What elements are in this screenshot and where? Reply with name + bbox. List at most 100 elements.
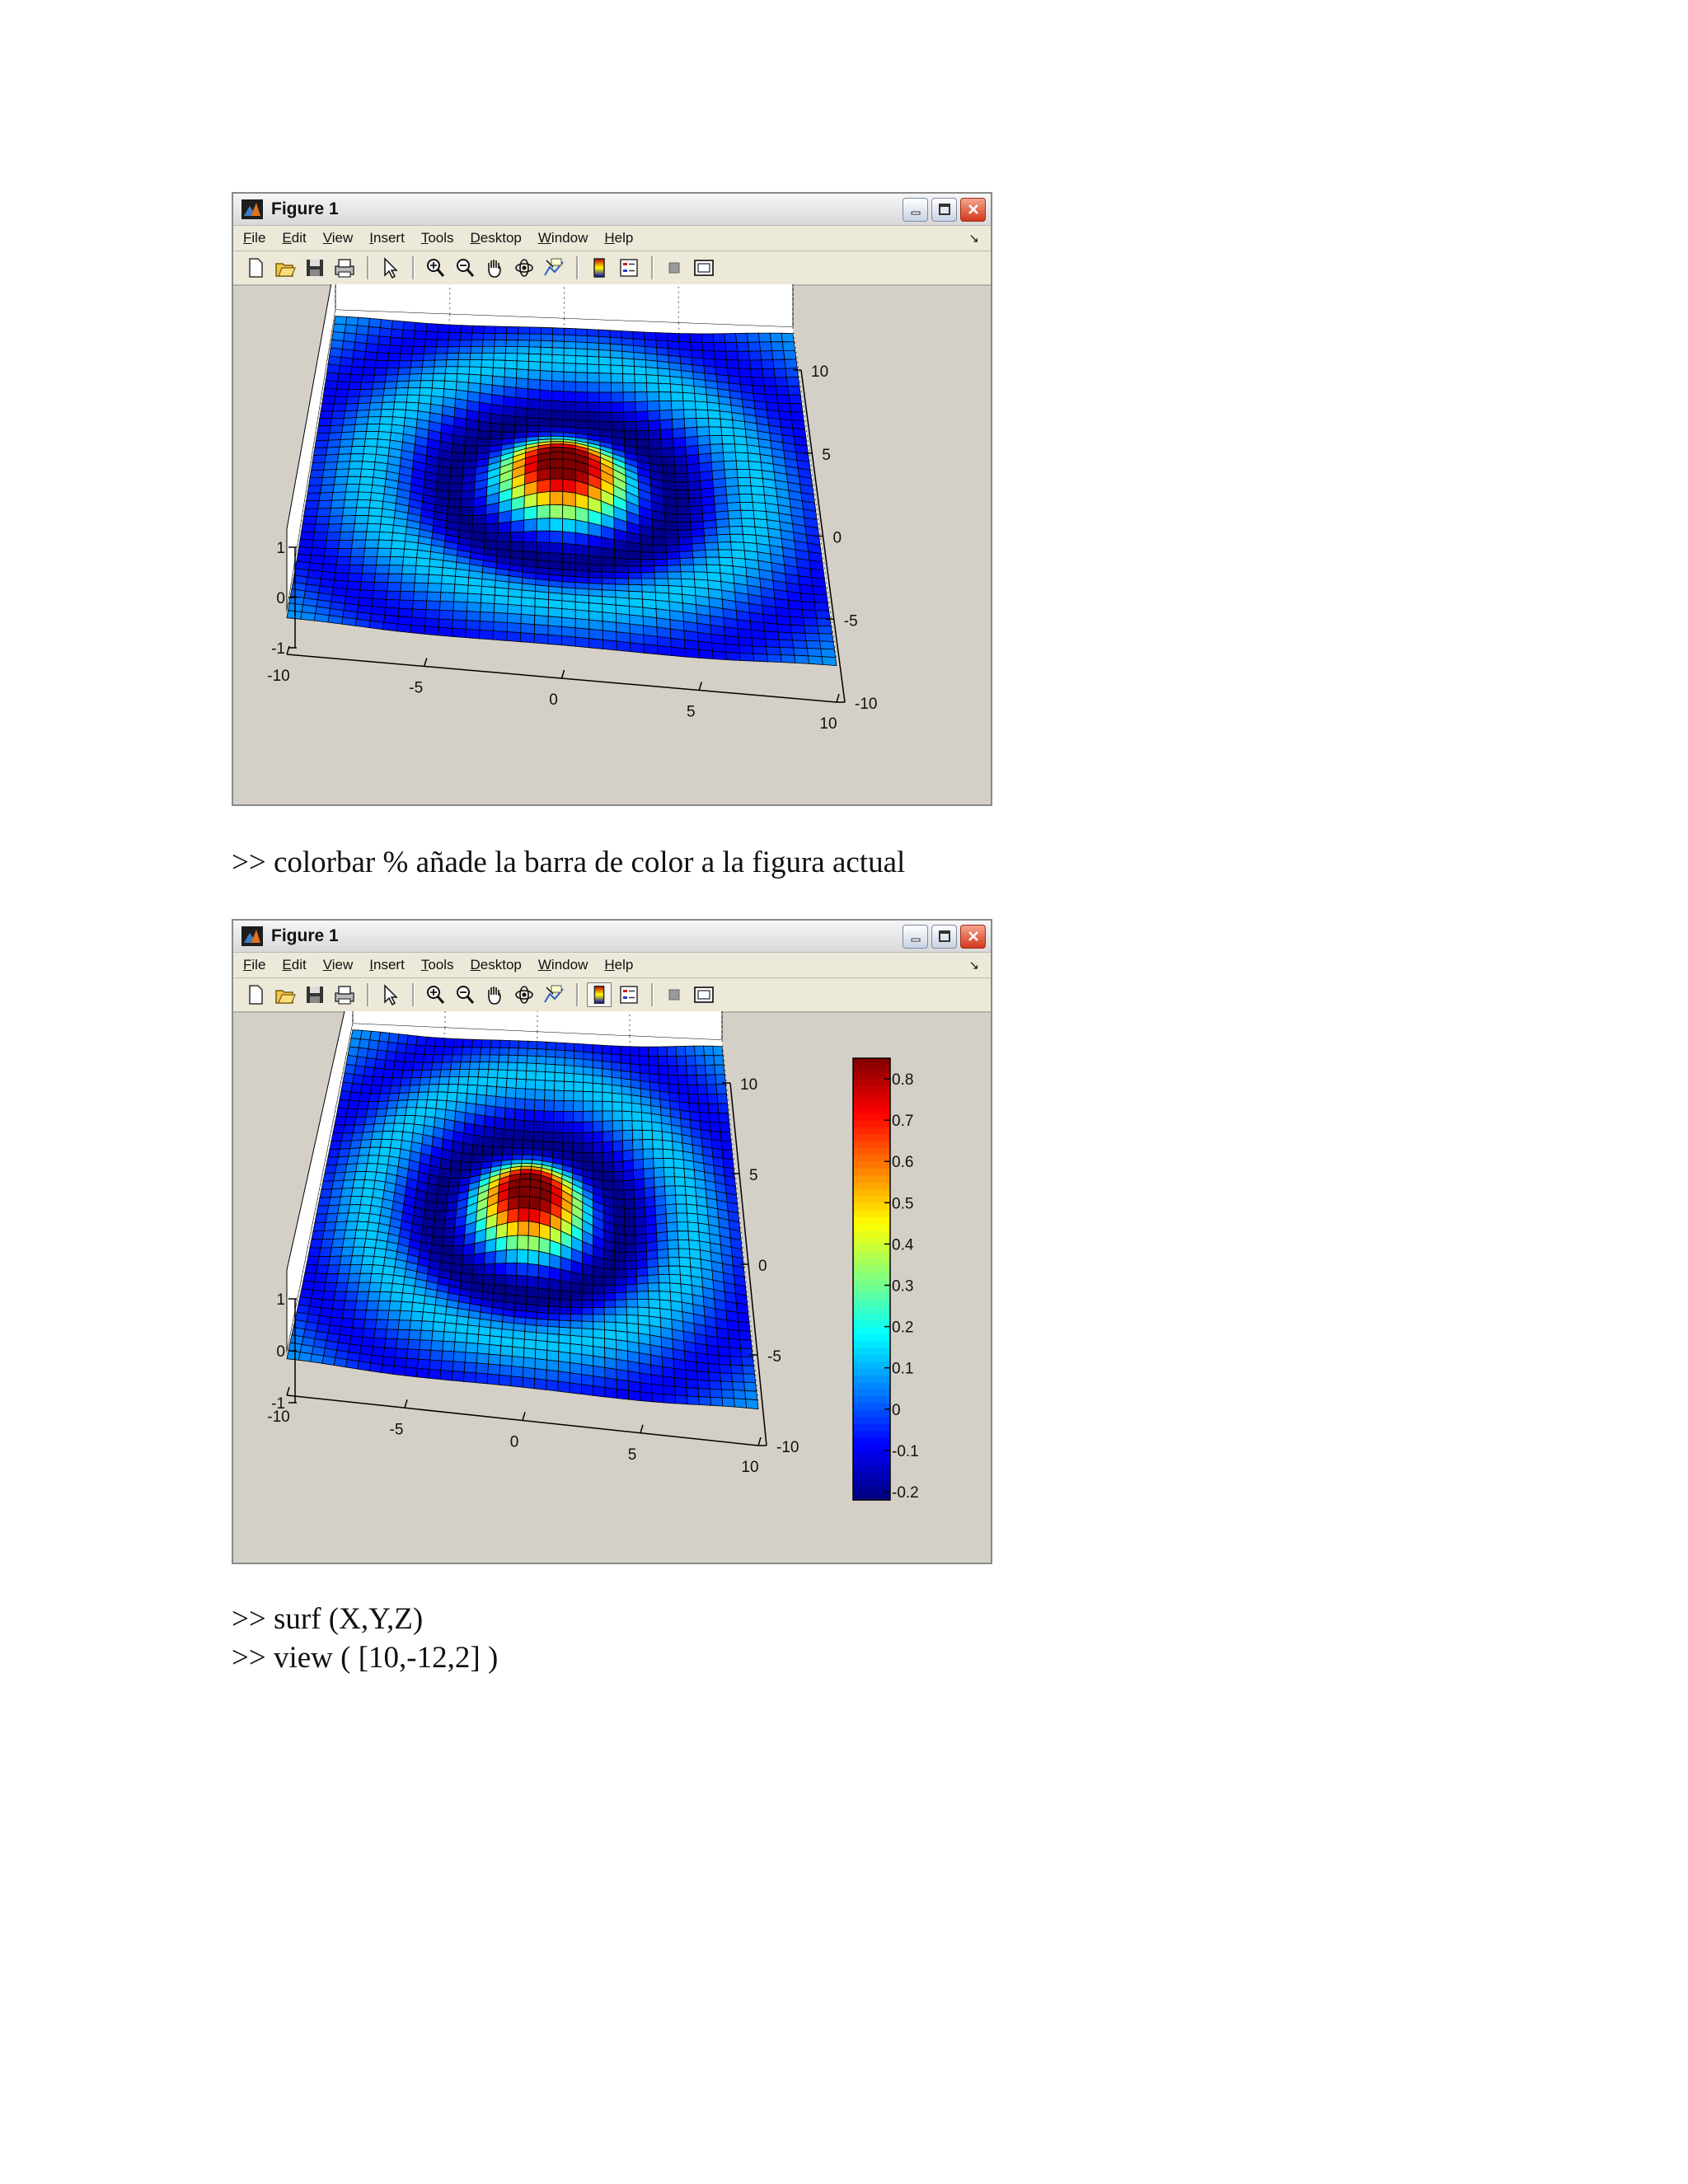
dock-arrow-icon[interactable]: ↘ [968,232,979,246]
menu-file[interactable]: File [243,230,266,246]
save-button[interactable] [302,982,327,1007]
surface-patch [493,346,507,354]
surface-patch [335,555,351,566]
surface-patch [457,366,471,375]
surface-patch [684,435,699,448]
dock-arrow-icon[interactable]: ↘ [968,958,979,972]
surface-patch [424,330,438,340]
menu-view[interactable]: View [322,957,354,972]
zoom-in-button[interactable] [423,255,448,280]
z-tick-label: -1 [271,1395,285,1413]
surface-patch [538,425,552,433]
pan-hand-button[interactable] [482,255,507,280]
surface-patch [396,1099,409,1108]
maximize-button[interactable] [931,197,957,222]
insert-colorbar-button[interactable] [587,255,612,280]
surface-patch [330,1246,344,1257]
open-file-button[interactable] [273,255,298,280]
print-button[interactable] [332,255,357,280]
menu-edit[interactable]: Edit [282,957,307,972]
save-button[interactable] [302,255,327,280]
show-plot-tools-button[interactable] [692,255,716,280]
surface-patch [593,1300,605,1309]
window-title-bar[interactable]: Figure 1 [233,194,991,226]
edit-plot-arrow-button[interactable] [377,982,402,1007]
surface-patch [627,578,643,586]
surface-patch [621,1085,632,1096]
surface-patch [326,446,340,456]
x-tick-label: -10 [267,1408,289,1426]
menu-desktop[interactable]: Desktop [470,957,522,972]
new-figure-button[interactable] [243,255,268,280]
surface-patch [426,1091,438,1101]
surface-patch [395,387,409,396]
menu-tools[interactable]: Tools [420,957,454,972]
new-figure-button[interactable] [243,982,268,1007]
surface-patch [467,577,483,587]
menu-desktop[interactable]: Desktop [470,230,522,246]
hide-plot-tools-button[interactable] [662,982,687,1007]
surface-patch [508,588,523,598]
surface-patch [719,1122,731,1133]
close-button[interactable] [960,924,986,949]
window-title-bar[interactable]: Figure 1 [233,921,991,953]
menu-window[interactable]: Window [537,230,588,246]
insert-colorbar-button[interactable] [587,982,612,1007]
menu-help[interactable]: Help [604,230,634,246]
rotate-3d-button[interactable] [512,255,537,280]
surface-patch [373,1115,387,1125]
menu-bar: File Edit View Insert Tools Desktop Wind… [233,953,991,978]
menu-window[interactable]: Window [537,957,588,972]
data-cursor-button[interactable] [542,255,566,280]
pan-hand-button[interactable] [482,982,507,1007]
surface-patch [551,425,565,434]
surface-patch [373,581,389,592]
data-cursor-button[interactable] [542,982,566,1007]
surface-patch [522,1376,536,1390]
surface-patch [679,557,694,566]
minimize-button[interactable] [903,924,928,949]
surface-patch [424,626,439,636]
surface-patch [660,438,674,449]
print-button[interactable] [332,982,357,1007]
surface-mesh [286,1029,759,1410]
hide-plot-tools-button[interactable] [662,255,687,280]
zoom-out-button[interactable] [452,255,477,280]
surface-patch [673,1367,687,1380]
y-tick-label: 10 [740,1076,757,1094]
rotate-3d-button[interactable] [512,982,537,1007]
insert-legend-button[interactable] [617,255,641,280]
surface-patch [678,341,692,351]
show-plot-tools-button[interactable] [692,982,716,1007]
menu-file[interactable]: File [243,957,266,972]
close-button[interactable] [960,197,986,222]
surface-patch [482,1274,495,1286]
x-tick-label: -10 [267,668,289,685]
surface-patch [705,1074,717,1085]
menu-edit[interactable]: Edit [282,230,307,246]
menu-view[interactable]: View [322,230,354,246]
menu-help[interactable]: Help [604,957,634,972]
surface-patch [392,409,406,419]
menu-insert[interactable]: Insert [369,230,405,246]
minimize-button[interactable] [903,197,928,222]
surface-patch [469,352,483,361]
surface-patch [415,1107,427,1118]
zoom-in-button[interactable] [423,982,448,1007]
menu-insert[interactable]: Insert [369,957,405,972]
zoom-out-button[interactable] [452,982,477,1007]
x-tick-label: 10 [819,715,837,733]
insert-legend-button[interactable] [617,982,641,1007]
surface-patch [476,1085,488,1096]
colorbar[interactable] [852,1057,891,1501]
menu-tools[interactable]: Tools [420,230,454,246]
surface-patch [548,1266,561,1282]
surface-patch [477,429,491,440]
maximize-button[interactable] [931,924,957,949]
open-file-button[interactable] [273,982,298,1007]
surface-patch [610,349,623,359]
surface-patch [517,333,531,341]
edit-plot-arrow-button[interactable] [377,255,402,280]
surface-patch [710,633,726,644]
colorbar-swatch [853,1486,890,1494]
